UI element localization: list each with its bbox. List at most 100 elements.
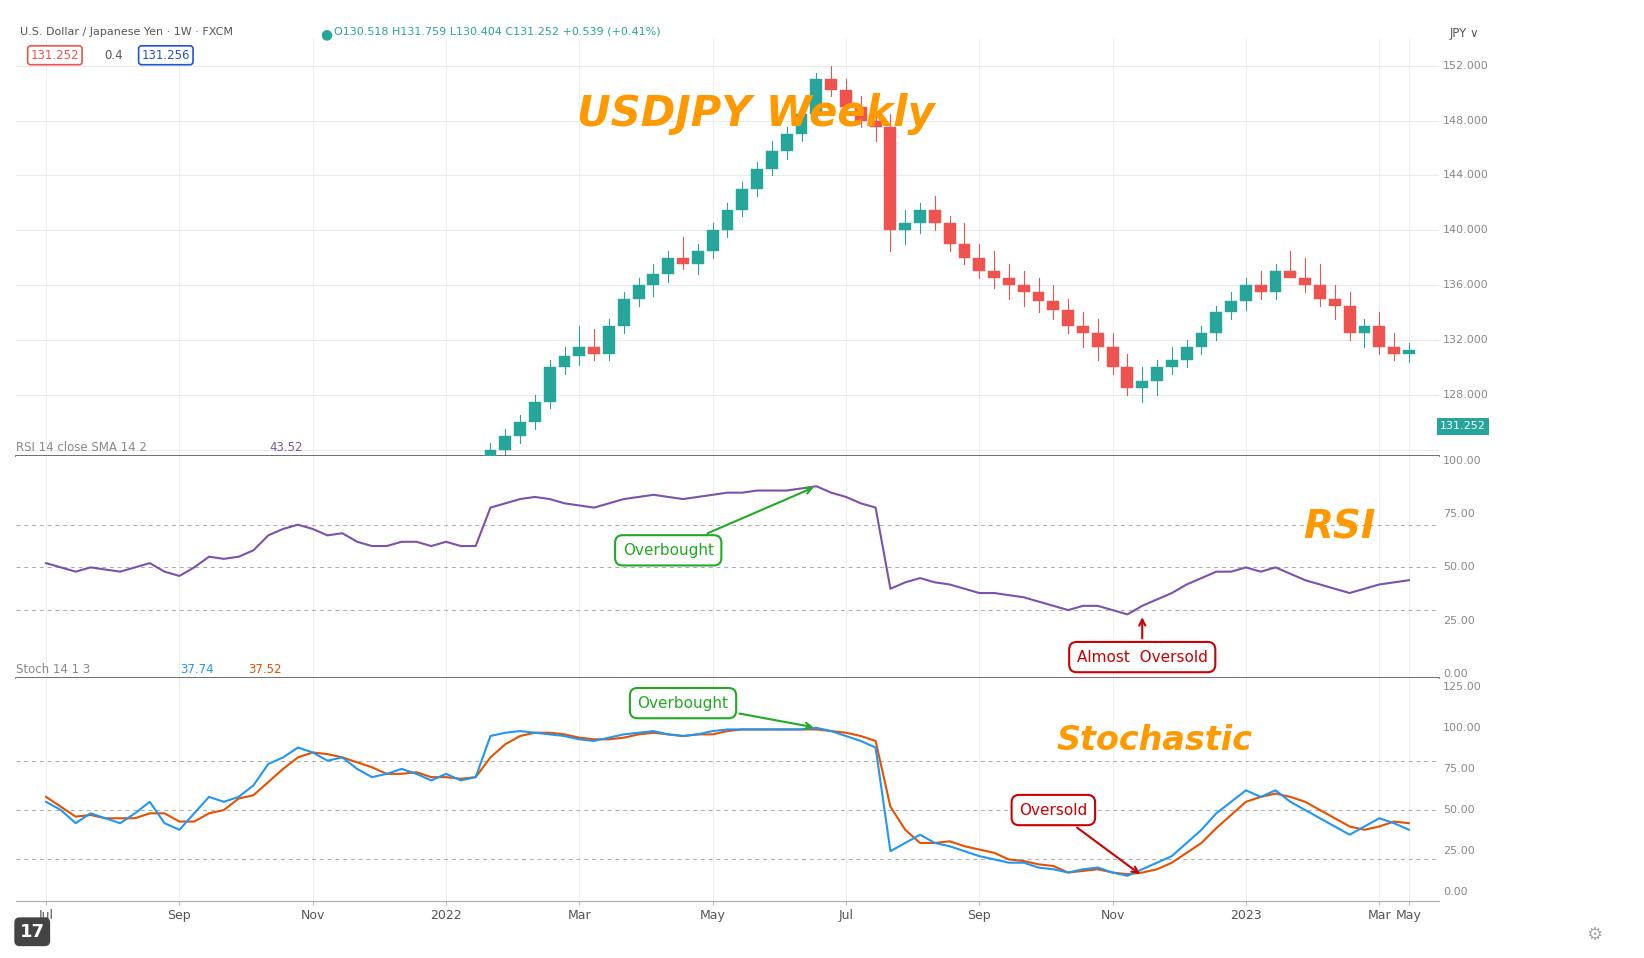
Bar xyxy=(737,189,748,210)
Bar xyxy=(1402,350,1415,354)
Bar xyxy=(1092,333,1103,347)
Bar xyxy=(1269,271,1281,292)
Bar xyxy=(248,607,260,617)
Bar xyxy=(1166,360,1177,367)
Bar xyxy=(426,562,437,566)
Bar xyxy=(1047,302,1059,309)
Text: 37.52: 37.52 xyxy=(248,663,281,676)
Bar xyxy=(1106,347,1118,367)
Bar xyxy=(485,449,496,557)
Text: RSI: RSI xyxy=(1302,509,1374,546)
Text: 131.252: 131.252 xyxy=(1440,422,1486,431)
Bar xyxy=(781,134,792,150)
Text: 25.00: 25.00 xyxy=(1443,846,1475,856)
Text: 128.000: 128.000 xyxy=(1443,390,1488,399)
Bar xyxy=(1151,367,1162,381)
Bar xyxy=(1328,299,1342,306)
Text: 140.000: 140.000 xyxy=(1443,225,1488,236)
Bar xyxy=(1210,312,1221,333)
Bar xyxy=(54,639,67,642)
Bar xyxy=(352,557,363,566)
Bar xyxy=(233,617,245,621)
Bar xyxy=(589,347,600,354)
Bar xyxy=(1284,271,1295,278)
Bar xyxy=(143,627,156,634)
Text: 75.00: 75.00 xyxy=(1443,764,1475,774)
Bar xyxy=(825,80,837,90)
Text: 136.000: 136.000 xyxy=(1443,280,1488,290)
Text: 0.00: 0.00 xyxy=(1443,670,1468,679)
Bar xyxy=(367,562,378,566)
Bar xyxy=(396,564,408,569)
Bar xyxy=(603,326,615,354)
Bar xyxy=(1180,347,1192,360)
Bar xyxy=(914,210,926,223)
Text: 50.00: 50.00 xyxy=(1443,562,1475,572)
Bar xyxy=(677,258,689,264)
Text: ⚙: ⚙ xyxy=(1586,925,1603,944)
Bar xyxy=(1240,285,1251,302)
Text: U.S. Dollar / Japanese Yen · 1W · FXCM: U.S. Dollar / Japanese Yen · 1W · FXCM xyxy=(20,27,233,36)
Bar xyxy=(1314,285,1327,299)
Bar xyxy=(293,566,304,580)
Bar xyxy=(944,223,955,244)
Bar xyxy=(263,589,275,607)
Bar xyxy=(707,230,718,251)
Bar xyxy=(158,627,171,634)
Text: Oversold: Oversold xyxy=(1019,803,1138,873)
Text: USDJPY Weekly: USDJPY Weekly xyxy=(577,93,935,135)
Bar xyxy=(618,299,630,326)
Bar xyxy=(174,634,186,639)
Bar xyxy=(1373,326,1386,347)
Bar xyxy=(39,639,53,644)
Bar xyxy=(470,557,482,562)
Bar xyxy=(278,580,289,589)
Bar xyxy=(84,633,97,636)
Bar xyxy=(1388,347,1401,354)
Bar xyxy=(441,559,452,566)
Bar xyxy=(1003,278,1014,285)
Bar xyxy=(219,617,230,621)
Bar xyxy=(559,356,570,367)
Bar xyxy=(574,347,585,356)
Text: 131.252: 131.252 xyxy=(31,49,79,61)
Bar xyxy=(855,107,866,121)
Bar xyxy=(1121,367,1133,388)
Bar xyxy=(633,285,644,299)
Bar xyxy=(1254,285,1266,292)
Bar xyxy=(307,559,319,566)
Text: 75.00: 75.00 xyxy=(1443,509,1475,519)
Text: Overbought: Overbought xyxy=(623,488,812,558)
Text: 100.00: 100.00 xyxy=(1443,722,1481,733)
Bar xyxy=(840,90,852,107)
Text: 152.000: 152.000 xyxy=(1443,60,1488,71)
Text: RSI 14 close SMA 14 2: RSI 14 close SMA 14 2 xyxy=(16,441,148,454)
Text: 132.000: 132.000 xyxy=(1443,335,1488,345)
Bar xyxy=(1299,278,1312,285)
Text: Almost  Oversold: Almost Oversold xyxy=(1077,620,1208,665)
Bar xyxy=(1358,326,1371,333)
Bar xyxy=(1077,326,1088,333)
Bar xyxy=(337,557,349,564)
Bar xyxy=(958,244,970,258)
Text: Overbought: Overbought xyxy=(638,696,812,729)
Text: 131.256: 131.256 xyxy=(141,49,191,61)
Bar xyxy=(899,223,911,230)
Bar xyxy=(515,422,526,436)
Text: Stoch 14 1 3: Stoch 14 1 3 xyxy=(16,663,90,676)
Bar xyxy=(1195,333,1207,347)
Bar xyxy=(1062,309,1074,326)
Text: 144.000: 144.000 xyxy=(1443,171,1488,180)
Bar xyxy=(810,80,822,114)
Bar xyxy=(1343,306,1356,333)
Text: 125.00: 125.00 xyxy=(1443,682,1481,692)
Text: ●: ● xyxy=(321,27,332,41)
Bar xyxy=(884,127,896,230)
Text: O130.518 H131.759 L130.404 C131.252 +0.539 (+0.41%): O130.518 H131.759 L130.404 C131.252 +0.5… xyxy=(334,27,661,36)
Bar xyxy=(663,258,674,274)
Bar xyxy=(766,150,778,169)
Bar xyxy=(722,210,733,230)
Bar xyxy=(544,367,556,401)
Bar xyxy=(69,633,82,642)
Bar xyxy=(1136,381,1148,388)
